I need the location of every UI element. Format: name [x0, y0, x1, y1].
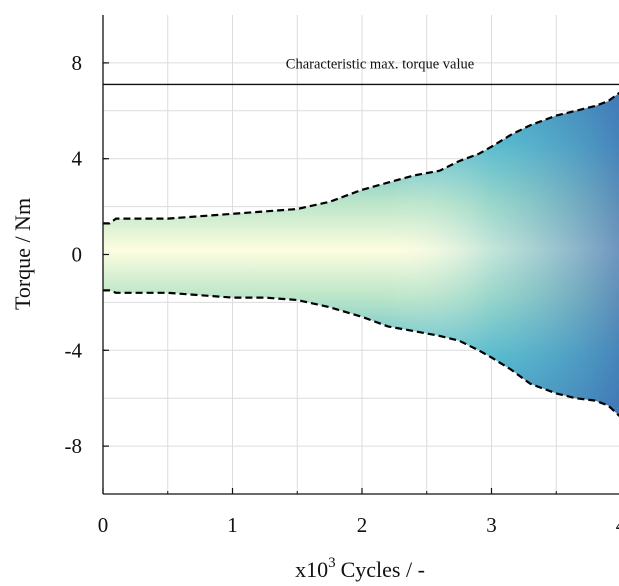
x-tick-label: 0: [98, 513, 109, 537]
y-tick-label: 8: [72, 51, 83, 75]
y-tick-label: 0: [72, 243, 83, 267]
y-axis-title: Torque / Nm: [10, 198, 35, 310]
x-axis-title: x103 Cycles / -: [295, 555, 425, 582]
y-axis-ticks: -8 -4 0 4 8: [65, 51, 109, 458]
x-axis-ticks: 0 1 2 3 4: [98, 488, 619, 537]
x-tick-label: 1: [227, 513, 238, 537]
max-torque-reference-label: Characteristic max. torque value: [286, 56, 474, 72]
y-tick-label: -4: [65, 338, 83, 362]
y-tick-label: -8: [65, 434, 83, 458]
x-axis-multiplier: x10: [295, 557, 328, 582]
upper-envelope-line: [103, 91, 619, 225]
lower-envelope-line: [103, 289, 619, 418]
torque-band-shading: [103, 93, 619, 416]
x-tick-label: 3: [486, 513, 497, 537]
x-tick-label: 4: [616, 513, 619, 537]
x-axis-label-text: Cycles / -: [341, 557, 425, 582]
y-tick-label: 4: [72, 147, 83, 171]
x-axis-exponent: 3: [328, 555, 336, 571]
x-tick-label: 2: [357, 513, 368, 537]
